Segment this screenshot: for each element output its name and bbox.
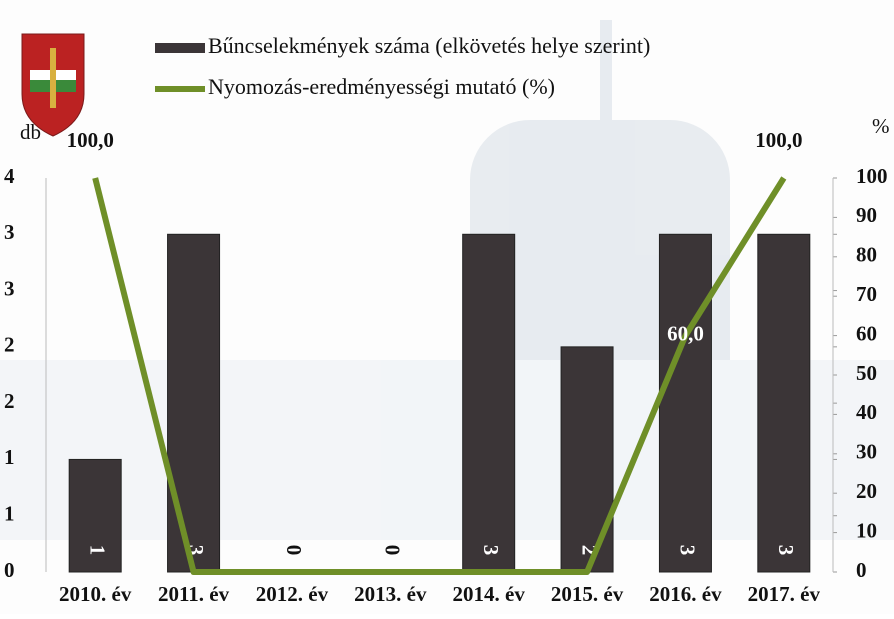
x-tick-label: 2015. év [551,582,624,606]
line-value-label: 100,0 [755,128,802,152]
tick-label: 80 [856,243,877,267]
x-tick-label: 2011. év [158,582,230,606]
bar-value-label: 3 [774,545,798,556]
legend-label: Bűncselekmények száma (elkövetés helye s… [208,33,650,58]
bar [561,347,613,572]
tick-label: 50 [856,361,877,385]
chart: Bűncselekmények száma (elkövetés helye s… [0,0,894,614]
tick-label: 20 [856,479,877,503]
tick-label: 0 [4,558,15,582]
tick-label: 3 [4,276,15,300]
bar-value-label: 1 [85,545,109,556]
tick-label: 60 [856,321,877,345]
tick-label: 0 [856,558,867,582]
tick-label: 4 [4,164,15,188]
x-tick-label: 2012. év [256,582,329,606]
bar [659,234,711,572]
y2-axis-label: % [872,114,890,138]
legend-label: Nyomozás-eredményességi mutató (%) [208,74,555,99]
x-tick-label: 2010. év [59,582,132,606]
line-value-label: 100,0 [67,128,114,152]
bar [758,234,810,572]
bar-value-label: 3 [479,545,503,556]
tick-label: 1 [4,445,15,469]
tick-label: 2 [4,333,15,357]
tick-label: 90 [856,203,877,227]
tick-label: 100 [856,164,888,188]
tick-label: 70 [856,282,877,306]
bar-value-label: 0 [282,545,306,556]
bar-value-label: 0 [381,545,405,556]
bar [168,234,220,572]
y-axis-label: db [20,120,41,144]
x-tick-label: 2017. év [748,582,821,606]
x-tick-label: 2016. év [649,582,722,606]
x-tick-label: 2013. év [354,582,427,606]
tick-label: 3 [4,220,15,244]
bar-value-label: 3 [676,545,700,556]
tick-label: 2 [4,389,15,413]
x-tick-label: 2014. év [453,582,526,606]
legend-swatch-bar [155,43,205,53]
bar [463,234,515,572]
tick-label: 40 [856,400,877,424]
tick-label: 10 [856,518,877,542]
line-value-label: 60,0 [667,321,704,345]
tick-label: 1 [4,502,15,526]
tick-label: 30 [856,440,877,464]
